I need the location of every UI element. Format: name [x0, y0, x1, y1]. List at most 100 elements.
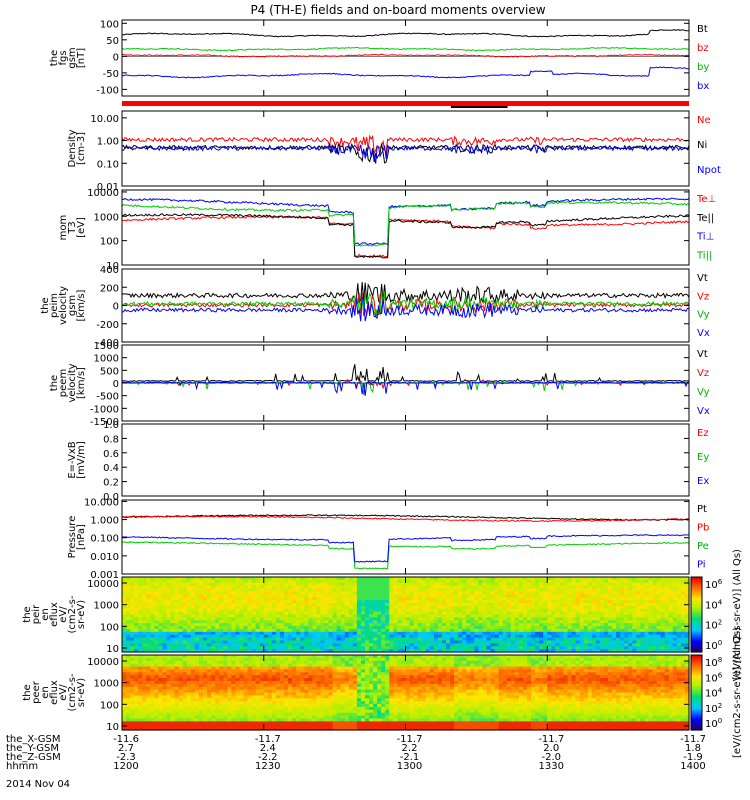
heat-cell — [150, 727, 155, 731]
heat-cell — [223, 628, 228, 633]
heat-cell — [296, 698, 301, 702]
heat-cell — [190, 692, 196, 696]
heat-cell — [227, 579, 232, 584]
heat-cell — [599, 602, 605, 607]
heat-cell — [571, 600, 577, 604]
heat-cell — [288, 689, 293, 694]
heat-cell — [583, 605, 589, 610]
heat-cell — [332, 617, 338, 621]
heat-cell — [194, 614, 200, 618]
heat-cell — [279, 692, 285, 696]
heat-cell — [251, 669, 257, 673]
heat-cell — [146, 709, 151, 714]
heat-cell — [267, 669, 273, 673]
heat-cell — [122, 712, 127, 717]
heat-cell — [174, 649, 180, 653]
heat-cell — [312, 582, 317, 587]
heat-cell — [405, 577, 411, 581]
heat-cell — [146, 637, 151, 642]
heat-cell — [522, 643, 528, 647]
heat-cell — [490, 623, 496, 627]
heat-cell — [122, 626, 127, 630]
heat-cell — [409, 646, 415, 650]
heat-cell — [608, 611, 613, 616]
heat-cell — [211, 660, 216, 665]
heat-cell — [555, 634, 560, 639]
heat-cell — [340, 582, 346, 587]
heat-cell — [275, 701, 281, 705]
heat-cell — [300, 663, 305, 668]
heat-cell — [284, 724, 289, 728]
heat-cell — [267, 695, 273, 699]
heat-cell — [599, 582, 605, 587]
heat-cell — [267, 585, 273, 590]
heat-cell — [608, 594, 613, 598]
heat-cell — [441, 605, 447, 610]
heat-cell — [583, 608, 589, 613]
heat-cell — [385, 579, 390, 584]
heat-cell — [660, 579, 666, 584]
heat-cell — [275, 637, 281, 642]
heat-cell — [178, 585, 184, 590]
heat-cell — [166, 626, 172, 630]
heat-cell — [656, 588, 662, 593]
heat-cell — [239, 634, 245, 639]
heat-cell — [482, 614, 488, 618]
heat-cell — [676, 605, 682, 610]
heat-cell — [308, 698, 313, 702]
heat-cell — [259, 637, 265, 642]
heat-cell — [494, 646, 500, 650]
heat-cell — [486, 582, 492, 587]
heat-cell — [405, 588, 411, 593]
heat-cell — [279, 669, 285, 673]
heat-cell — [259, 608, 265, 613]
heat-cell — [304, 655, 309, 659]
heat-cell — [425, 591, 431, 595]
heat-cell — [421, 640, 427, 644]
heat-cell — [603, 623, 609, 627]
heat-cell — [518, 579, 524, 584]
heat-cell — [284, 594, 289, 598]
heat-cell — [352, 577, 358, 581]
heat-cell — [599, 626, 605, 630]
heat-cell — [527, 605, 532, 610]
heat-cell — [194, 608, 200, 613]
heat-cell — [255, 721, 261, 725]
heat-cell — [470, 640, 475, 644]
heat-cell — [531, 631, 536, 636]
heat-cell — [462, 640, 467, 644]
heat-cell — [190, 579, 196, 584]
heat-cell — [198, 617, 204, 621]
heat-cell — [608, 643, 613, 647]
heat-cell — [498, 579, 504, 584]
heat-cell — [215, 698, 220, 702]
heat-cell — [219, 600, 224, 604]
heat-cell — [636, 631, 641, 636]
heat-cell — [186, 655, 192, 659]
heat-cell — [676, 634, 682, 639]
heat-cell — [312, 628, 317, 633]
heat-cell — [425, 628, 431, 633]
heat-cell — [559, 643, 565, 647]
heat-cell — [138, 611, 143, 616]
heat-cell — [215, 594, 220, 598]
heat-cell — [296, 678, 301, 682]
heat-cell — [628, 643, 633, 647]
heat-cell — [446, 614, 451, 618]
heat-cell — [543, 588, 548, 593]
heat-cell — [239, 657, 245, 662]
heat-cell — [470, 626, 475, 630]
heat-cell — [288, 617, 293, 621]
heat-cell — [182, 718, 188, 722]
heat-cell — [138, 663, 143, 668]
heat-cell — [640, 600, 646, 604]
heat-cell — [652, 614, 658, 618]
heat-cell — [632, 577, 637, 581]
heat-cell — [612, 637, 617, 642]
heat-cell — [539, 643, 544, 647]
heat-cell — [308, 669, 313, 673]
heat-cell — [219, 704, 224, 708]
heat-cell — [198, 666, 204, 671]
heat-cell — [211, 686, 216, 691]
heat-cell — [527, 577, 532, 581]
